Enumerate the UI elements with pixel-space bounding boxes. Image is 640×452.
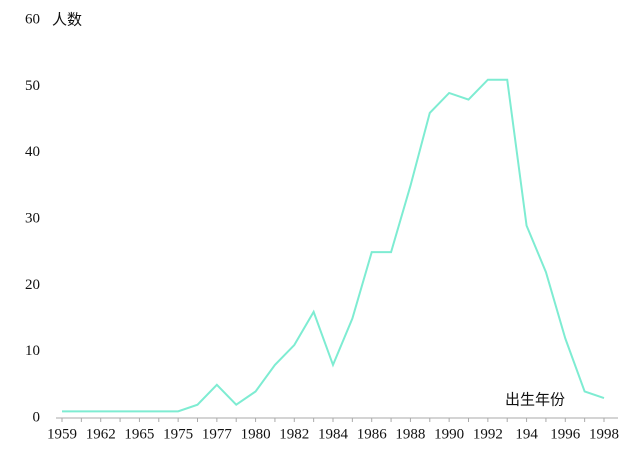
y-tick-label: 30	[25, 210, 40, 226]
x-tick-label: 1990	[434, 426, 464, 442]
x-tick-label: 1998	[589, 426, 619, 442]
y-tick-label: 10	[25, 343, 40, 359]
x-tick-label: 1977	[202, 426, 233, 442]
x-tick-label: 1986	[357, 426, 388, 442]
x-tick-label: 1984	[318, 426, 349, 442]
y-tick-label: 20	[25, 277, 40, 293]
y-tick-label: 0	[33, 409, 41, 425]
x-tick-label: 1962	[86, 426, 116, 442]
y-tick-label: 60	[25, 11, 40, 27]
x-tick-label: 194	[515, 426, 538, 442]
x-tick-label: 1996	[550, 426, 581, 442]
x-axis-label: 出生年份	[505, 391, 565, 409]
y-tick-label: 40	[25, 144, 40, 160]
x-tick-label: 1959	[47, 426, 77, 442]
x-tick-label: 1982	[279, 426, 309, 442]
x-tick-label: 1992	[473, 426, 503, 442]
x-tick-label: 1965	[124, 426, 154, 442]
x-tick-label: 1988	[395, 426, 425, 442]
series-line	[62, 78, 605, 413]
y-axis-label: 人数	[52, 11, 82, 29]
x-tick-label: 1975	[163, 426, 193, 442]
x-tick-label: 1980	[241, 426, 271, 442]
y-tick-label: 50	[25, 78, 40, 94]
